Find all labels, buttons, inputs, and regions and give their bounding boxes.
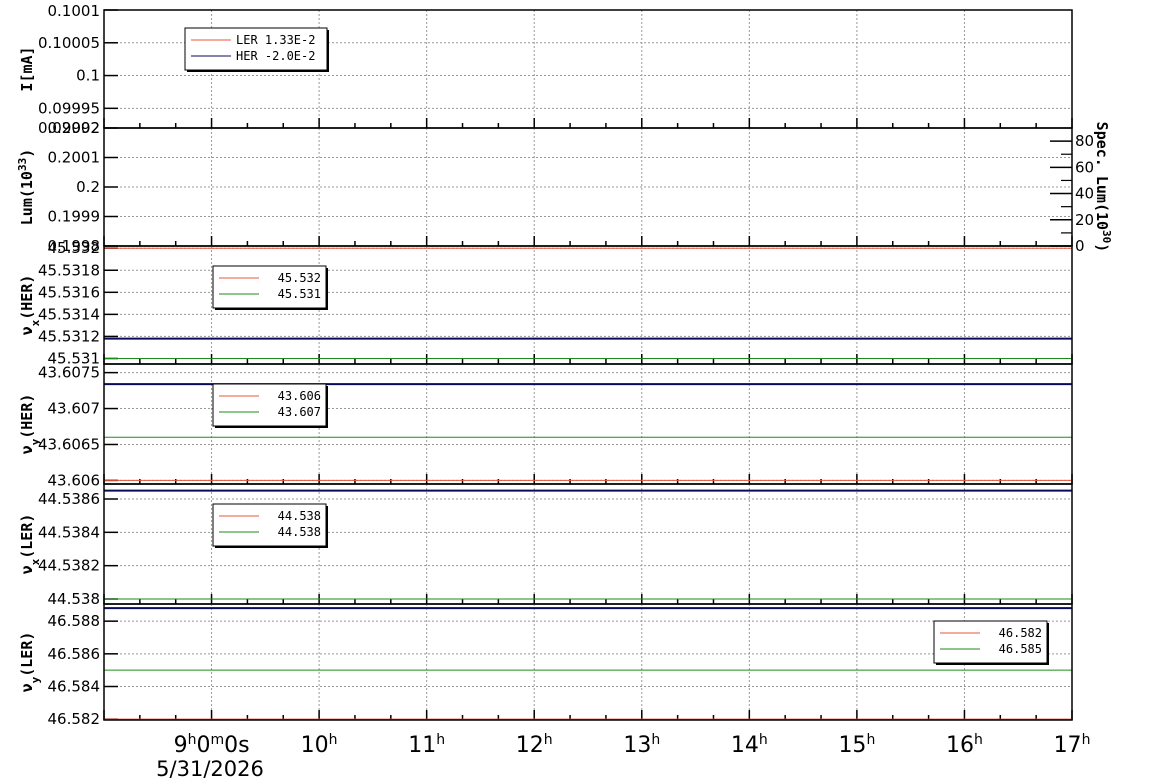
y-tick-label: 45.531 xyxy=(48,349,101,367)
y-tick-label: 43.607 xyxy=(48,400,101,418)
y-tick-label: 45.532 xyxy=(48,239,101,257)
y-axis-title: I[mA] xyxy=(18,46,36,91)
right-axis-title: Spec. Lum(1030) xyxy=(1093,122,1114,253)
y-tick-label: 0.1999 xyxy=(48,208,101,226)
legend-label: LER 1.33E-2 xyxy=(236,33,315,47)
legend-label: 45.532 xyxy=(278,271,321,285)
y-tick-label: 46.584 xyxy=(48,678,101,696)
y-tick-label: 0.09995 xyxy=(38,99,100,117)
legend: 44.538 44.538 xyxy=(212,503,328,548)
x-axis: 9h0m0s 10h 11h 12h 13h 14h 15h 16h 17h 5/31/2026 xyxy=(156,732,1090,781)
y-axis-title: νy(HER) xyxy=(18,394,42,455)
y-tick-label: 45.5312 xyxy=(38,327,100,345)
date-label: 5/31/2026 xyxy=(156,757,264,781)
y-tick-label: 43.6065 xyxy=(38,435,100,453)
legend-box xyxy=(184,27,328,71)
y-tick-label: 0.2002 xyxy=(48,119,101,137)
legend-box xyxy=(212,265,327,309)
y-axis-title: Lum(1033) xyxy=(16,149,37,225)
right-tick-label: 20 xyxy=(1075,211,1094,229)
y-tick-label: 44.5386 xyxy=(38,490,100,508)
y-tick-label: 46.582 xyxy=(48,710,101,728)
y-tick-label: 43.606 xyxy=(48,471,101,489)
y-tick-label: 44.5382 xyxy=(38,557,100,575)
legend-label: 45.531 xyxy=(278,287,321,301)
legend: 45.532 45.531 xyxy=(212,265,328,310)
panel-nux_her: 45.532 45.5318 45.5316 45.5314 45.5312 45.531… xyxy=(18,239,1073,367)
x-tick-label: 12h xyxy=(516,732,553,758)
legend-label: 46.582 xyxy=(999,626,1042,640)
legend-box xyxy=(212,503,327,547)
x-tick-label: 10h xyxy=(301,732,338,758)
x-tick-label: 17h xyxy=(1054,732,1091,758)
y-axis-title: νx(LER) xyxy=(18,514,42,575)
legend-box xyxy=(933,620,1048,664)
y-tick-label: 45.5318 xyxy=(38,261,100,279)
right-tick-label: 60 xyxy=(1075,158,1094,176)
y-axis-title: νx(HER) xyxy=(18,275,42,336)
legend-box xyxy=(212,383,327,427)
x-tick-label: 13h xyxy=(623,732,660,758)
y-tick-label: 45.5314 xyxy=(38,305,100,323)
panel-lum: 0.2001 0.2 0.1999 0.1998 Lum(1033) 80 60 40 20 0S… xyxy=(16,122,1114,255)
y-tick-label: 46.588 xyxy=(48,612,101,630)
legend: 46.582 46.585 xyxy=(933,620,1049,665)
y-tick-label: 44.5384 xyxy=(38,523,100,541)
x-tick-label: 14h xyxy=(731,732,768,758)
y-tick-label: 43.6075 xyxy=(38,364,100,382)
y-tick-label: 46.586 xyxy=(48,645,101,663)
x-tick-label: 9h0m0s xyxy=(174,732,250,758)
legend-label: HER -2.0E-2 xyxy=(236,49,315,63)
panel-frame xyxy=(103,603,1073,721)
x-tick-label: 11h xyxy=(408,732,445,758)
legend-label: 46.585 xyxy=(999,642,1042,656)
legend: 43.606 43.607 xyxy=(212,383,328,428)
legend-label: 44.538 xyxy=(278,509,321,523)
right-tick-label: 0 xyxy=(1075,237,1085,255)
right-tick-label: 80 xyxy=(1075,132,1094,150)
legend-label: 44.538 xyxy=(278,525,321,539)
legend-label: 43.606 xyxy=(278,389,321,403)
panel-nux_ler: 44.5386 44.5384 44.5382 44.538 νx(LER) 44.538… xyxy=(18,483,1073,608)
y-tick-label: 44.538 xyxy=(48,590,101,608)
legend: LER 1.33E-2 HER -2.0E-2 xyxy=(184,27,329,72)
y-tick-label: 45.5316 xyxy=(38,283,100,301)
legend-label: 43.607 xyxy=(278,405,321,419)
y-tick-label: 0.1998 xyxy=(48,237,101,255)
y-tick-label: 0.09992 xyxy=(38,119,100,137)
y-tick-label: 0.10005 xyxy=(38,34,100,52)
y-tick-label: 0.2 xyxy=(76,178,100,196)
y-tick-label: 0.1 xyxy=(76,67,100,85)
y-tick-label: 0.1001 xyxy=(48,2,101,20)
right-tick-label: 40 xyxy=(1075,185,1094,203)
x-tick-label: 15h xyxy=(838,732,875,758)
y-tick-label: 0.2001 xyxy=(48,149,101,167)
y-axis-title: νy(LER) xyxy=(18,632,42,693)
x-tick-label: 16h xyxy=(946,732,983,758)
